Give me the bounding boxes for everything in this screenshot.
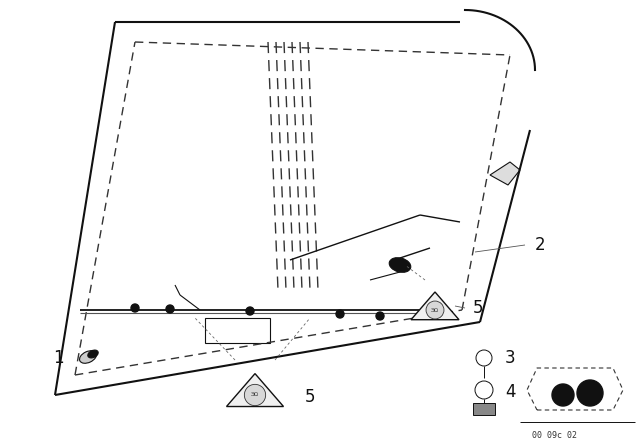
Polygon shape	[411, 292, 459, 320]
Text: ЭΩ: ЭΩ	[251, 392, 259, 397]
Circle shape	[244, 384, 266, 405]
FancyBboxPatch shape	[473, 403, 495, 415]
Circle shape	[166, 305, 174, 313]
Ellipse shape	[79, 351, 97, 363]
Circle shape	[475, 381, 493, 399]
Circle shape	[336, 310, 344, 318]
Circle shape	[131, 304, 139, 312]
Ellipse shape	[389, 258, 411, 272]
Text: 2: 2	[534, 236, 545, 254]
Ellipse shape	[88, 350, 98, 358]
Text: 5: 5	[305, 388, 316, 406]
Text: 1: 1	[52, 349, 63, 367]
Bar	[205, 318, 270, 343]
Text: ЭΩ: ЭΩ	[431, 307, 439, 313]
Text: 00 09c 02: 00 09c 02	[532, 431, 577, 439]
Polygon shape	[227, 374, 284, 406]
Polygon shape	[490, 162, 520, 185]
Circle shape	[246, 307, 254, 315]
Circle shape	[426, 301, 444, 319]
Circle shape	[577, 380, 603, 406]
Text: 5: 5	[473, 299, 483, 317]
Circle shape	[376, 312, 384, 320]
Circle shape	[552, 384, 574, 406]
Text: 3: 3	[505, 349, 515, 367]
Text: 4: 4	[505, 383, 515, 401]
Circle shape	[476, 350, 492, 366]
